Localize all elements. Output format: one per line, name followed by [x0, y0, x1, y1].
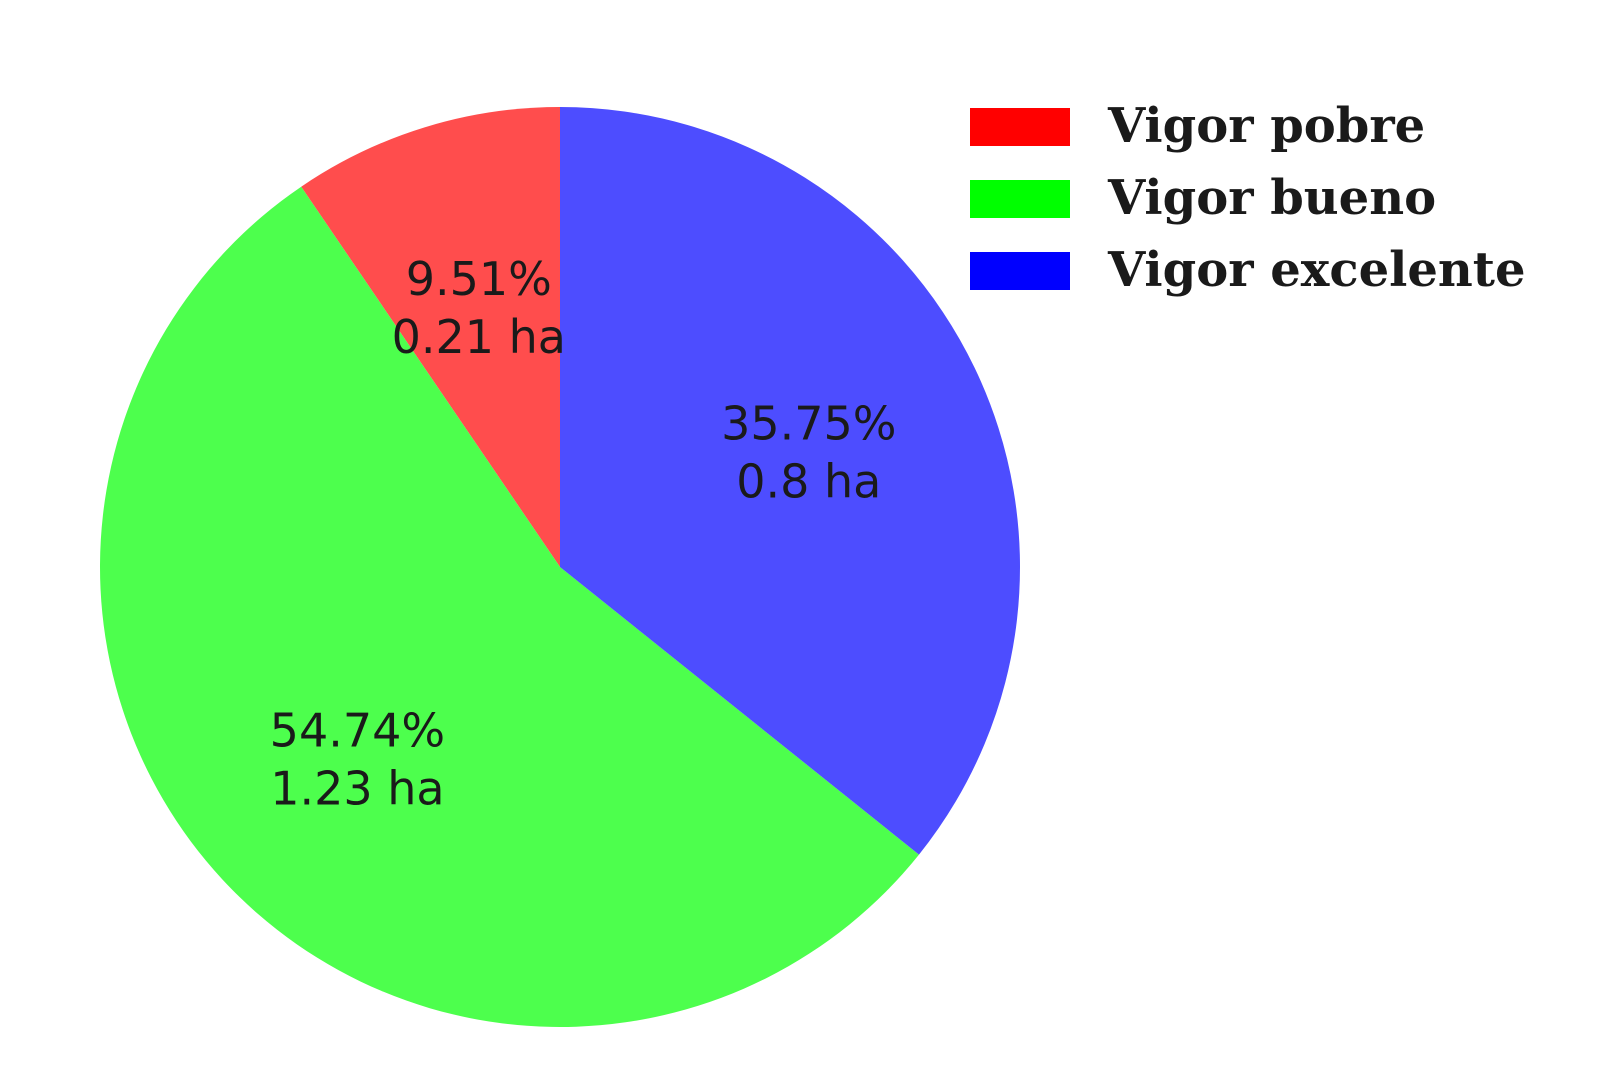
legend-label: Vigor excelente: [1107, 242, 1526, 298]
legend-swatch: [970, 252, 1070, 290]
pie-slice-labels: 9.51%0.21 ha 54.74%1.23 ha 35.75%0.8 ha: [270, 252, 897, 815]
legend-entry: Vigor excelente: [970, 242, 1526, 298]
slice-area-label: 0.8 ha: [736, 455, 881, 509]
slice-percent-label: 54.74%: [270, 703, 445, 757]
pie-slice-vigor-bueno: [99, 186, 919, 1028]
legend-swatch: [970, 108, 1070, 146]
legend-entry: Vigor bueno: [970, 170, 1436, 226]
slice-area-label: 0.21 ha: [392, 310, 566, 364]
pie-slices: [99, 107, 1020, 1028]
slice-percent-label: 35.75%: [721, 397, 896, 451]
legend-entry: Vigor pobre: [970, 98, 1425, 154]
slice-area-label: 1.23 ha: [270, 761, 444, 815]
pie-slice-vigor-excelente: [560, 107, 1020, 855]
legend-label: Vigor pobre: [1107, 98, 1425, 154]
legend: Vigor pobre Vigor bueno Vigor excelente: [970, 98, 1526, 298]
legend-swatch: [970, 180, 1070, 218]
pie-slice-vigor-pobre: [301, 107, 560, 567]
slice-percent-label: 9.51%: [406, 252, 552, 306]
legend-label: Vigor bueno: [1107, 170, 1436, 226]
